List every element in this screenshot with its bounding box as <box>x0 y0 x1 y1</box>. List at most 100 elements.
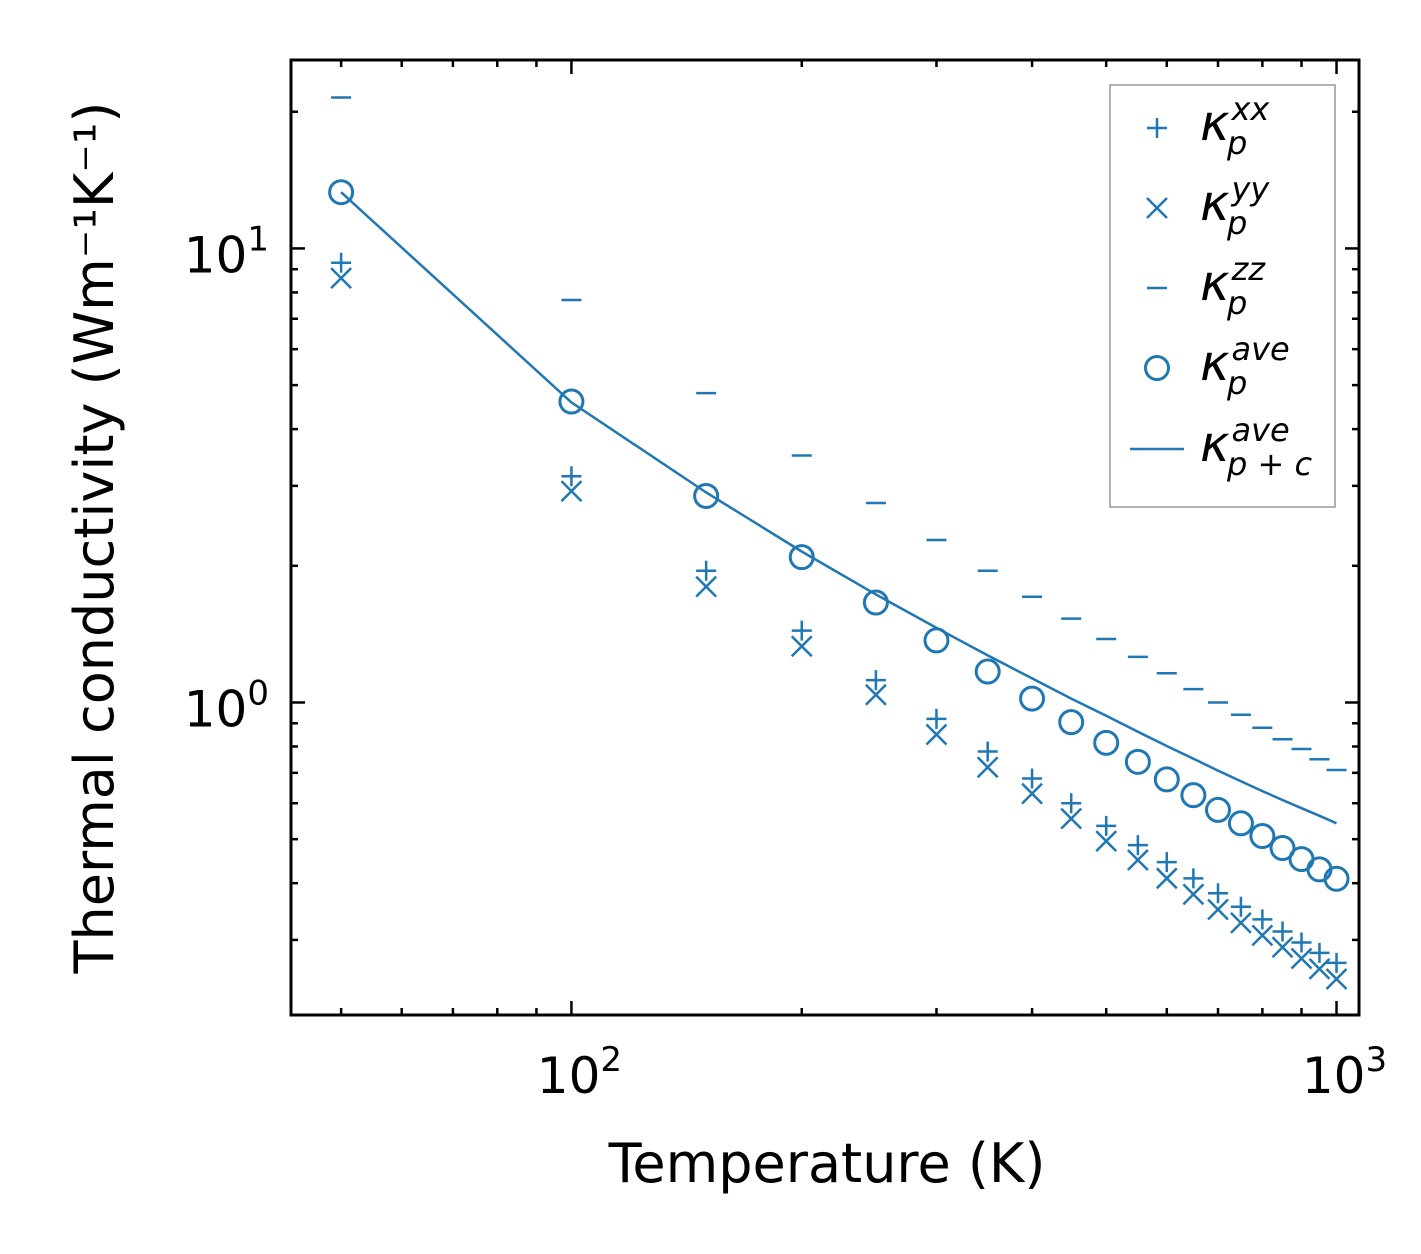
legend-marker-kyy <box>1146 197 1168 219</box>
legend-subscript: p <box>1226 204 1247 242</box>
label-layer: Temperature (K) Thermal conductivity (Wm… <box>63 102 1387 1195</box>
legend-marker-kave <box>1144 355 1170 381</box>
legend-subscript: p <box>1226 124 1247 162</box>
point-kave <box>1093 729 1120 756</box>
point-kyy <box>1230 912 1252 934</box>
point-kxx <box>1183 868 1204 889</box>
point-kyy <box>925 723 948 746</box>
point-kyy <box>1251 924 1274 947</box>
series-kpc <box>340 191 1338 825</box>
point-kxx <box>1156 852 1177 873</box>
legend-superscript: yy <box>1230 170 1270 208</box>
x-tick-label-exponent: 3 <box>1366 1040 1388 1080</box>
point-kxx <box>1272 921 1293 942</box>
point-kyy <box>976 756 999 779</box>
point-kxx <box>791 620 812 641</box>
y-tick-label-base: 10 <box>184 680 248 738</box>
point-kxx <box>1127 835 1148 856</box>
point-kave <box>1227 810 1254 837</box>
legend-box <box>1109 84 1336 508</box>
legend-label-kave: κave p <box>1200 330 1290 402</box>
y-tick-label-base: 10 <box>184 226 248 284</box>
point-kyy <box>1060 807 1083 830</box>
point-kxx <box>926 708 947 729</box>
point-kave <box>693 482 720 509</box>
legend-item-kyy: κyy p <box>1146 170 1270 242</box>
legend-kappa: κ <box>1200 334 1230 392</box>
point-kyy <box>1325 968 1348 990</box>
x-tick-label-base: 10 <box>537 1047 601 1105</box>
point-kave <box>1058 709 1085 736</box>
legend-label-kpc: κave p + c <box>1200 411 1312 483</box>
legend-item-kzz: κzz p <box>1147 250 1266 322</box>
y-tick-label: 101 <box>184 219 269 284</box>
point-kave <box>558 388 585 415</box>
plot-frame <box>289 58 1361 1017</box>
point-kave <box>1180 782 1207 809</box>
point-kave <box>1124 748 1151 775</box>
x-tick-label: 103 <box>1302 1040 1387 1105</box>
y-tick-label: 100 <box>184 673 269 738</box>
point-kyy <box>1021 782 1043 805</box>
point-kyy <box>1095 830 1118 853</box>
series-kzz <box>331 96 1347 772</box>
legend-subscript: p <box>1226 364 1247 402</box>
legend-label-kzz: κzz p <box>1200 250 1266 322</box>
point-kave <box>1153 766 1180 793</box>
point-kxx <box>1326 952 1347 973</box>
point-kyy <box>695 575 718 598</box>
y-tick-label-exponent: 0 <box>247 673 269 713</box>
point-kxx <box>865 670 886 691</box>
point-kxx <box>1252 909 1273 930</box>
legend-superscript: zz <box>1230 250 1266 288</box>
point-kave <box>328 179 355 206</box>
point-kxx <box>1291 932 1312 953</box>
point-kave <box>1249 823 1276 850</box>
series-kave <box>328 179 1350 892</box>
x-tick-label-base: 10 <box>1302 1047 1366 1105</box>
legend-item-kpc: κave p + c <box>1130 411 1312 483</box>
legend-item-kxx: κxx p <box>1147 90 1270 162</box>
y-tick-label-exponent: 1 <box>247 219 269 259</box>
x-tick-label: 102 <box>537 1040 622 1105</box>
point-kyy <box>1126 849 1149 871</box>
series-kyy <box>330 267 1348 990</box>
legend-label-kxx: κxx p <box>1200 90 1270 162</box>
point-kyy <box>1182 883 1205 906</box>
x-tick-label-exponent: 2 <box>600 1040 622 1080</box>
point-kyy <box>560 480 583 503</box>
point-kxx <box>561 466 582 487</box>
point-kyy <box>1290 947 1313 970</box>
data-layer <box>328 96 1350 990</box>
point-kxx <box>977 741 998 762</box>
point-kyy <box>790 635 813 658</box>
point-kyy <box>1271 936 1294 959</box>
point-kave <box>1269 835 1296 862</box>
legend-superscript: ave <box>1231 330 1289 368</box>
legend-kappa: κ <box>1200 415 1230 473</box>
legend-subscript: p <box>1226 284 1247 322</box>
legend-kappa: κ <box>1200 94 1230 152</box>
point-kave <box>1019 685 1046 712</box>
legend-kappa: κ <box>1200 174 1230 232</box>
point-kave <box>974 658 1001 685</box>
legend-item-kave: κave p <box>1144 330 1290 402</box>
point-kyy <box>1207 898 1229 921</box>
point-kave <box>862 589 889 616</box>
x-axis-label: Temperature (K) <box>608 1132 1046 1195</box>
point-kxx <box>696 560 717 581</box>
point-kyy <box>330 267 352 290</box>
point-kxx <box>1208 883 1228 904</box>
point-kxx <box>1061 793 1082 814</box>
series-kxx <box>331 252 1347 973</box>
point-kxx <box>1309 942 1330 963</box>
legend-subscript: p + c <box>1226 445 1312 483</box>
point-kave <box>1205 796 1232 823</box>
legend-label-kyy: κyy p <box>1200 170 1270 242</box>
point-kxx <box>331 252 352 273</box>
point-kxx <box>1230 896 1251 917</box>
legend-superscript: ave <box>1231 411 1289 449</box>
